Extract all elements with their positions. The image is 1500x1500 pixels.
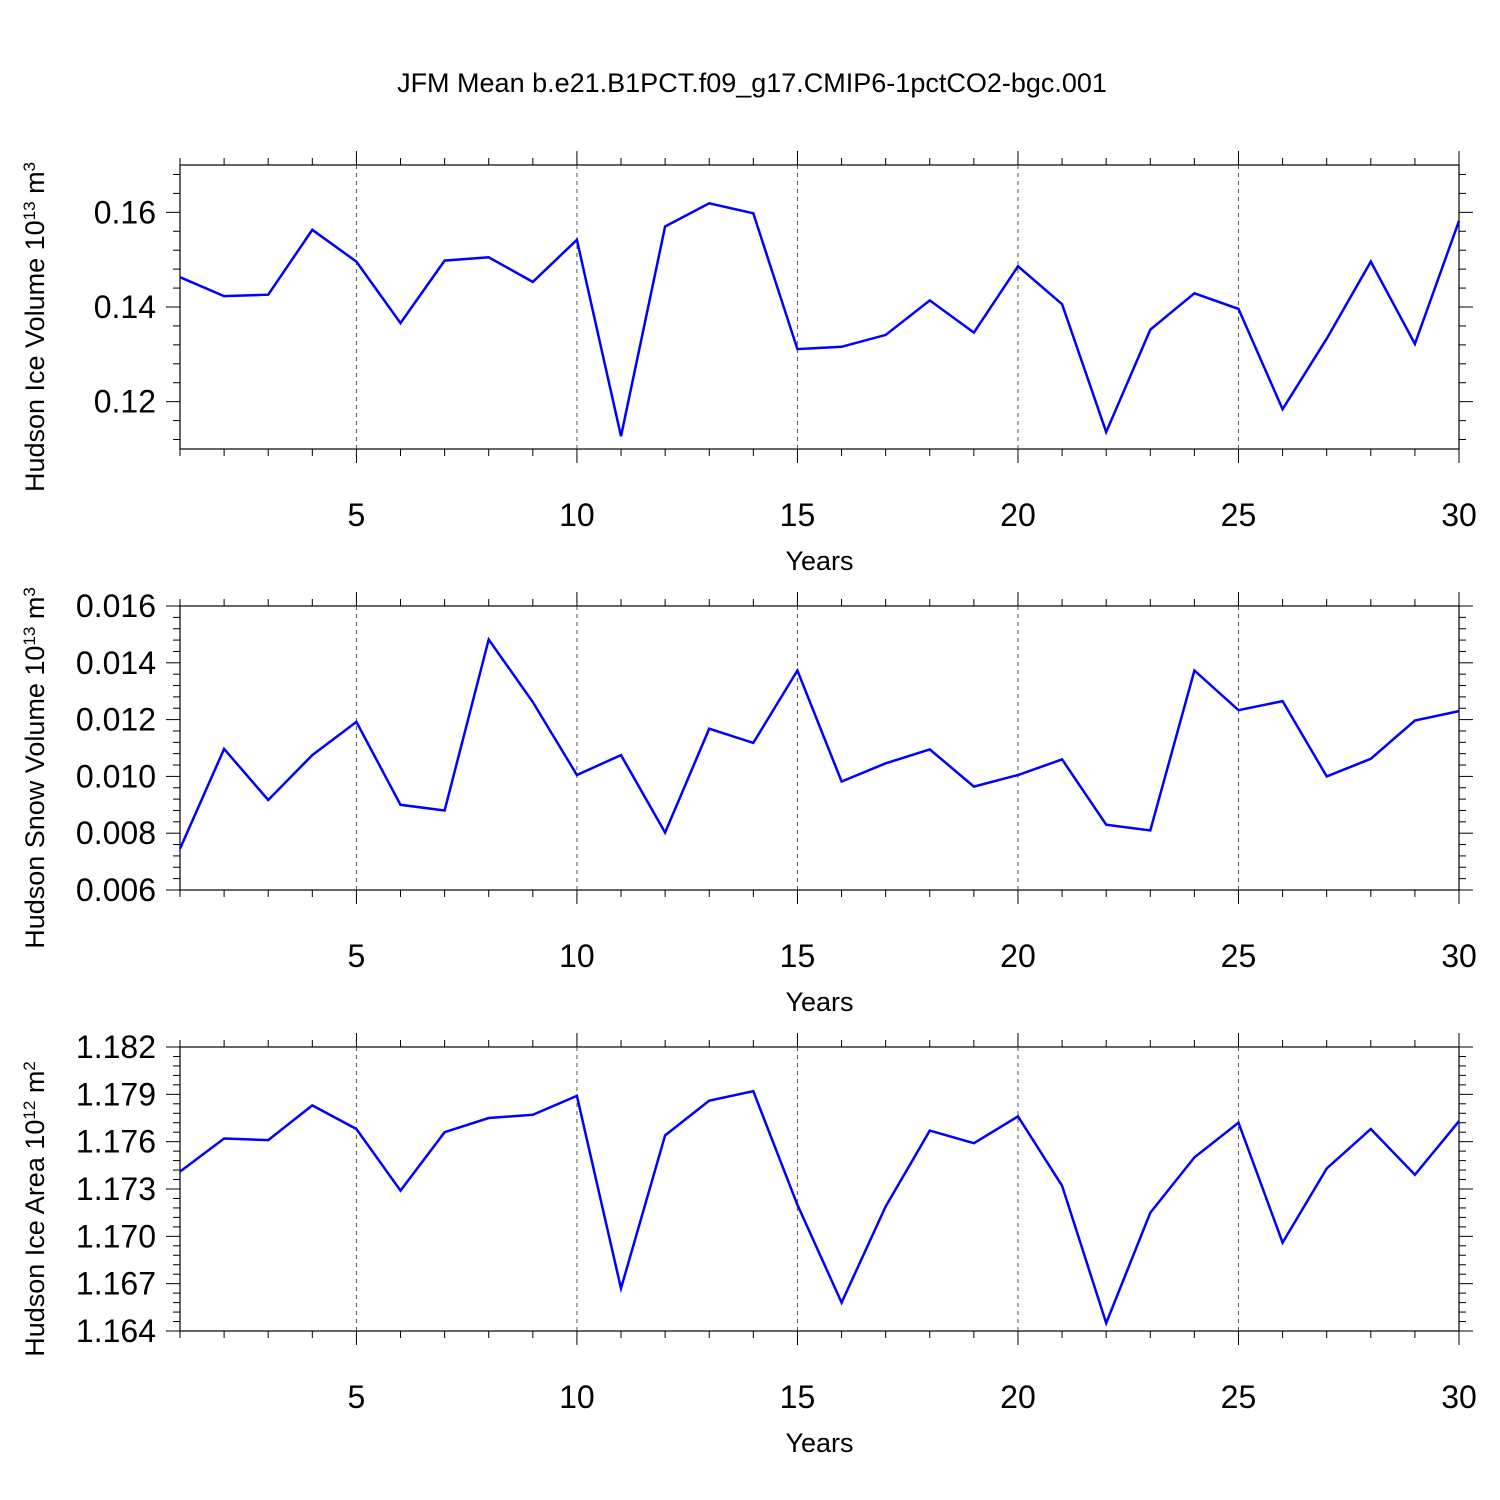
x-tick-label: 30 — [1441, 497, 1477, 533]
y-tick-label: 0.010 — [76, 758, 156, 794]
x-axis-label: Years — [785, 546, 853, 576]
y-tick-label: 1.179 — [76, 1076, 156, 1112]
chart-panel-1: 5 10 15 20 25 30 0.12 0.14 0.16 Years Hudson Ice V… — [20, 151, 1477, 576]
y-tick-label: 1.173 — [76, 1171, 156, 1207]
x-tick-label: 25 — [1221, 938, 1257, 974]
y-tick-label: 1.167 — [76, 1266, 156, 1302]
chart-panel-3: 5 10 15 20 25 30 1.164 1.167 1.170 1.173 1.176 1.17… — [20, 1029, 1477, 1458]
series-line — [179, 201, 1461, 437]
y-axis-label: Hudson Snow Volume 1013 m3 — [20, 587, 51, 949]
chart-panel-2: 5 10 15 20 25 30 0.006 0.008 0.010 0.012 0.014 0.01… — [20, 587, 1477, 1017]
x-tick-label: 25 — [1221, 497, 1257, 533]
y-tick-label: 0.006 — [76, 872, 156, 908]
x-tick-label: 20 — [1000, 1379, 1036, 1415]
y-tick-label: 1.164 — [76, 1313, 156, 1349]
x-tick-label: 30 — [1441, 1379, 1477, 1415]
y-tick-label: 0.12 — [94, 384, 156, 420]
y-tick-label: 0.14 — [94, 289, 156, 325]
x-tick-label: 5 — [348, 938, 366, 974]
x-tick-label: 5 — [348, 1379, 366, 1415]
y-tick-label: 0.014 — [76, 645, 156, 681]
x-axis-label: Years — [785, 1428, 853, 1458]
x-tick-label: 10 — [559, 1379, 595, 1415]
figure-title: JFM Mean b.e21.B1PCT.f09_g17.CMIP6-1pctC… — [397, 68, 1107, 98]
x-tick-label: 15 — [780, 497, 816, 533]
x-tick-label: 30 — [1441, 938, 1477, 974]
series-line — [179, 1089, 1460, 1327]
y-tick-label: 0.016 — [76, 588, 156, 624]
y-tick-label: 1.170 — [76, 1218, 156, 1254]
y-axis-label: Hudson Ice Area 1012 m2 — [20, 1061, 51, 1357]
x-tick-label: 15 — [780, 938, 816, 974]
y-tick-label: 0.012 — [76, 702, 156, 738]
x-tick-label: 25 — [1221, 1379, 1257, 1415]
plot-frame — [179, 605, 1460, 891]
series-line — [178, 636, 1460, 850]
x-tick-label: 5 — [348, 497, 366, 533]
y-tick-label: 0.008 — [76, 815, 156, 851]
x-tick-label: 10 — [559, 497, 595, 533]
x-tick-label: 10 — [559, 938, 595, 974]
x-tick-label: 15 — [780, 1379, 816, 1415]
y-tick-label: 1.176 — [76, 1124, 156, 1160]
y-tick-label: 1.182 — [76, 1029, 156, 1065]
y-axis-label: Hudson Ice Volume 1013 m3 — [20, 162, 51, 492]
panels: 5 10 15 20 25 30 0.12 0.14 0.16 Years Hudson Ice V… — [20, 151, 1477, 1458]
x-tick-label: 20 — [1000, 938, 1036, 974]
x-tick-label: 20 — [1000, 497, 1036, 533]
x-axis-label: Years — [785, 987, 853, 1017]
y-tick-label: 0.16 — [94, 194, 156, 230]
